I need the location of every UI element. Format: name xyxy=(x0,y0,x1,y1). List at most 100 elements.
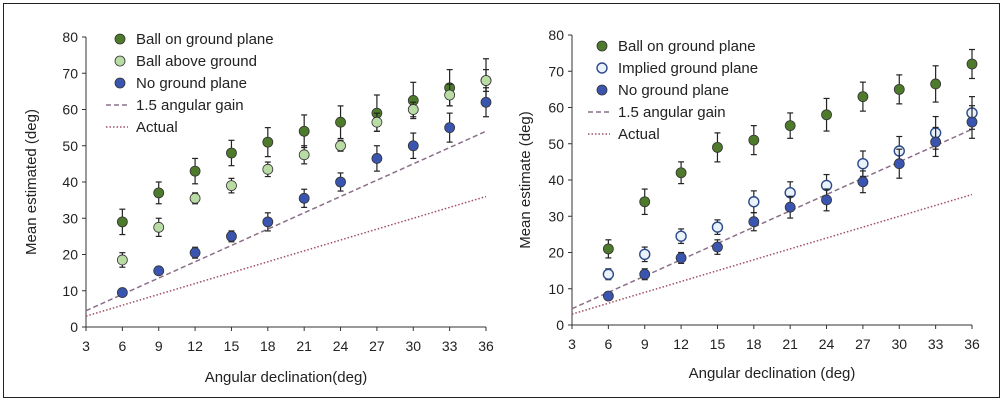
point-no-ground-plane xyxy=(748,216,760,228)
point-ball-on-ground-plane xyxy=(335,116,346,128)
y-tick-label: 70 xyxy=(62,65,78,81)
x-axis-title: Angular declination (deg) xyxy=(689,365,856,382)
x-tick-label: 18 xyxy=(746,336,762,352)
x-tick-label: 18 xyxy=(260,338,276,354)
legend-label-implied-ground-plane: Implied ground plane xyxy=(618,60,758,77)
point-implied-ground-plane xyxy=(602,268,615,280)
point-no-ground-plane xyxy=(784,201,796,213)
point-no-ground-plane xyxy=(298,192,310,204)
point-ball-on-ground-plane xyxy=(153,187,165,199)
y-tick-label: 20 xyxy=(62,247,78,263)
x-axis-title: Angular declination(deg) xyxy=(205,369,368,386)
point-implied-ground-plane xyxy=(675,230,687,242)
y-tick-label: 40 xyxy=(548,172,564,188)
point-implied-ground-plane xyxy=(857,157,869,170)
point-no-ground-plane xyxy=(226,230,237,242)
legend-marker-implied-ground-plane xyxy=(596,62,608,74)
point-implied-ground-plane xyxy=(748,196,760,208)
x-tick-label: 3 xyxy=(568,336,576,352)
x-tick-label: 36 xyxy=(478,338,494,354)
point-no-ground-plane xyxy=(675,252,687,264)
legend-marker-ball-on-ground-plane xyxy=(596,40,608,52)
point-ball-above-ground xyxy=(189,192,201,204)
point-no-ground-plane xyxy=(444,122,456,134)
point-no-ground-plane xyxy=(371,153,383,164)
x-tick-label: 30 xyxy=(891,336,907,352)
x-tick-label: 24 xyxy=(819,336,835,352)
y-tick-label: 60 xyxy=(62,102,78,118)
point-ball-on-ground-plane xyxy=(639,196,651,208)
point-ball-above-ground xyxy=(480,75,492,86)
point-no-ground-plane xyxy=(712,241,723,253)
point-ball-on-ground-plane xyxy=(821,109,832,121)
series-line-actual xyxy=(85,195,487,317)
x-tick-label: 27 xyxy=(369,338,385,354)
point-no-ground-plane xyxy=(857,176,869,188)
point-ball-above-ground xyxy=(444,89,456,101)
y-tick-label: 0 xyxy=(70,319,78,335)
point-no-ground-plane xyxy=(639,268,651,280)
x-tick-label: 3 xyxy=(82,338,90,354)
point-ball-above-ground xyxy=(226,180,237,192)
point-ball-on-ground-plane xyxy=(784,120,796,132)
point-no-ground-plane xyxy=(602,290,614,302)
y-tick-label: 30 xyxy=(548,208,564,224)
y-tick-label: 50 xyxy=(548,136,564,152)
point-ball-on-ground-plane xyxy=(966,58,978,70)
y-tick-label: 30 xyxy=(62,210,78,226)
point-ball-above-ground xyxy=(371,116,383,128)
series-line-actual xyxy=(571,193,973,315)
point-no-ground-plane xyxy=(821,194,832,206)
x-tick-label: 24 xyxy=(333,338,349,354)
figure-frame xyxy=(3,3,1000,398)
x-tick-label: 21 xyxy=(296,338,312,354)
legend-label-no-ground-plane: No ground plane xyxy=(618,82,729,99)
point-ball-on-ground-plane xyxy=(930,78,942,90)
legend-label-1-5-angular-gain: 1.5 angular gain xyxy=(136,97,244,114)
legend-label-actual: Actual xyxy=(618,126,660,143)
x-tick-label: 36 xyxy=(964,336,980,352)
point-ball-on-ground-plane xyxy=(675,167,687,179)
x-tick-label: 33 xyxy=(442,338,458,354)
legend-marker-no-ground-plane xyxy=(114,77,126,89)
point-ball-above-ground xyxy=(407,104,419,115)
legend-label-ball-on-ground-plane: Ball on ground plane xyxy=(618,38,756,55)
point-no-ground-plane xyxy=(480,96,492,108)
point-ball-on-ground-plane xyxy=(226,147,237,159)
y-tick-label: 60 xyxy=(548,100,564,116)
x-tick-label: 12 xyxy=(673,336,689,352)
legend-marker-no-ground-plane xyxy=(596,84,608,96)
x-tick-label: 9 xyxy=(641,336,649,352)
point-implied-ground-plane xyxy=(639,248,651,261)
x-tick-label: 9 xyxy=(155,338,163,354)
point-ball-on-ground-plane xyxy=(857,91,869,103)
y-axis-title: Mean estimate (deg) xyxy=(517,111,534,249)
point-ball-above-ground xyxy=(262,163,274,175)
point-ball-on-ground-plane xyxy=(712,141,723,153)
point-ball-on-ground-plane xyxy=(748,134,760,146)
point-ball-on-ground-plane xyxy=(602,243,614,255)
x-tick-label: 15 xyxy=(710,336,726,352)
series-line-1-5-angular-gain xyxy=(85,130,487,312)
y-tick-label: 40 xyxy=(62,174,78,190)
y-tick-label: 10 xyxy=(548,281,564,297)
legend-label-no-ground-plane: No ground plane xyxy=(136,75,247,92)
series-line-1-5-angular-gain xyxy=(571,128,973,310)
point-ball-on-ground-plane xyxy=(189,165,201,177)
point-no-ground-plane xyxy=(930,136,942,148)
legend-marker-ball-above-ground xyxy=(114,55,126,67)
legend-label-ball-above-ground: Ball above ground xyxy=(136,53,257,70)
point-ball-on-ground-plane xyxy=(116,216,128,228)
point-no-ground-plane xyxy=(262,216,274,228)
point-ball-on-ground-plane xyxy=(298,125,310,137)
y-tick-label: 50 xyxy=(62,138,78,154)
x-tick-label: 30 xyxy=(405,338,421,354)
y-axis-title: Mean estimated (deg) xyxy=(23,109,40,255)
legend-label-1-5-angular-gain: 1.5 angular gain xyxy=(618,104,726,121)
point-no-ground-plane xyxy=(153,265,165,277)
y-tick-label: 20 xyxy=(548,245,564,261)
x-tick-label: 6 xyxy=(118,338,126,354)
x-tick-label: 27 xyxy=(855,336,871,352)
